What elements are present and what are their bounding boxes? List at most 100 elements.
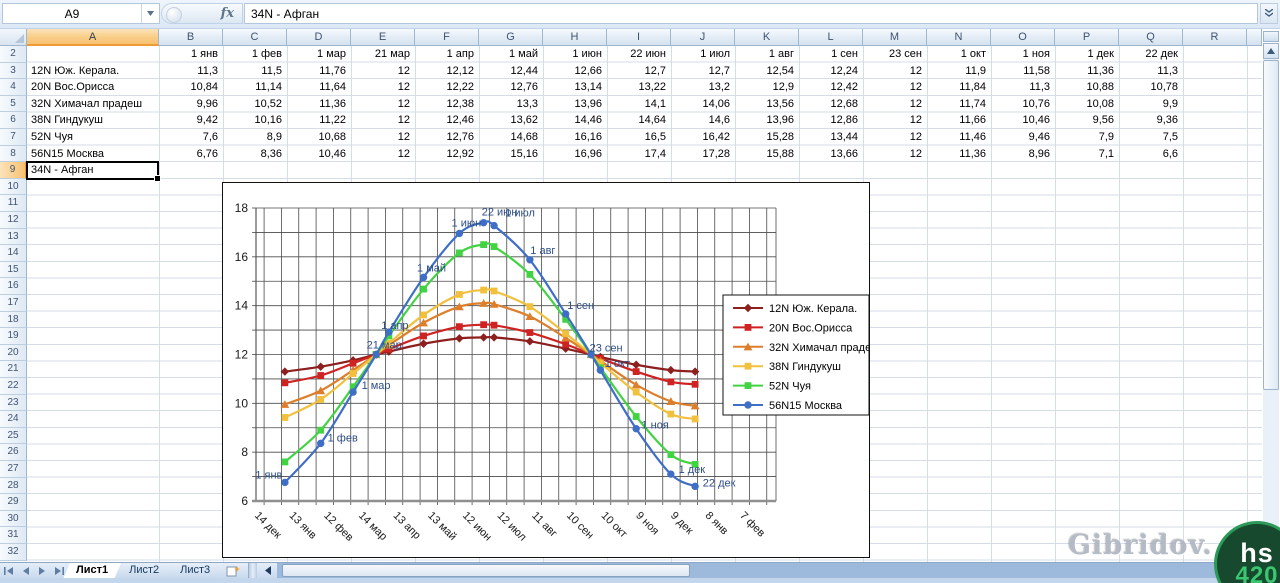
row-header-9[interactable]: 9 (0, 162, 27, 179)
column-header-P[interactable]: P (1055, 29, 1119, 46)
grid-cell[interactable]: 9,56 (1092, 114, 1114, 127)
row-header-29[interactable]: 29 (0, 494, 27, 511)
grid-cell[interactable]: 10,46 (318, 147, 346, 160)
grid-cell[interactable]: 10,16 (254, 114, 282, 127)
sheet-tab-Лист2[interactable]: Лист2 (116, 563, 172, 579)
grid-cell[interactable]: 12 (397, 81, 410, 94)
name-box[interactable]: A9 (2, 3, 160, 24)
grid-cell[interactable]: 10,88 (1086, 81, 1114, 94)
grid-cell[interactable]: 11,58 (1023, 64, 1050, 77)
h-scroll-thumb[interactable] (282, 564, 691, 577)
row-header-8[interactable]: 8 (0, 145, 27, 163)
row-header-11[interactable]: 11 (0, 195, 27, 212)
v-scroll-up-button[interactable] (1263, 43, 1279, 59)
grid-cell[interactable]: 23 сен (889, 48, 922, 60)
grid-cell[interactable]: 17,28 (702, 147, 730, 160)
grid-cell[interactable]: 21 мар (374, 48, 410, 60)
row-header-31[interactable]: 31 (0, 527, 27, 544)
row-header-19[interactable]: 19 (0, 328, 27, 345)
grid-cell[interactable]: 15,88 (766, 147, 794, 160)
grid-cell[interactable]: 12 (397, 64, 410, 77)
grid-cell[interactable]: 1 апр (446, 48, 474, 60)
selected-cell[interactable]: 34N - Афган (26, 161, 161, 182)
grid-cell[interactable]: 11,84 (959, 81, 986, 94)
name-box-dropdown[interactable] (141, 4, 159, 23)
row-header-7[interactable]: 7 (0, 129, 27, 146)
insert-function-button[interactable]: fx (161, 3, 243, 24)
expand-formula-bar-button[interactable] (1260, 3, 1278, 24)
grid-cell[interactable]: 10,78 (1150, 81, 1178, 94)
grid-cell[interactable]: 9,9 (1162, 97, 1178, 110)
tab-nav-last-button[interactable] (51, 563, 68, 578)
grid-cell[interactable]: 7,1 (1098, 147, 1114, 160)
column-header-D[interactable]: D (287, 29, 351, 46)
grid-cell[interactable]: 13,14 (574, 81, 602, 94)
grid-cell[interactable]: 12,12 (446, 64, 474, 77)
grid-cell[interactable]: 11,36 (319, 97, 346, 110)
tab-nav-first-button[interactable] (0, 563, 17, 578)
grid-cell[interactable]: 7,6 (202, 131, 218, 143)
grid-cell[interactable]: 56N15 Москва (31, 147, 105, 160)
grid-cell[interactable]: 7,5 (1162, 131, 1178, 143)
row-header-26[interactable]: 26 (0, 444, 27, 461)
grid-cell[interactable]: 12,68 (830, 97, 858, 110)
grid-cell[interactable]: 22 дек (1145, 48, 1178, 60)
grid-cell[interactable]: 12,46 (446, 114, 474, 127)
grid-cell[interactable]: 16,5 (644, 131, 666, 143)
grid-cell[interactable]: 52N Чуя (31, 131, 73, 143)
column-header-R[interactable]: R (1183, 29, 1247, 46)
column-header-J[interactable]: J (671, 29, 735, 46)
h-scroll-left-button[interactable] (257, 563, 277, 578)
grid-cell[interactable]: 6,6 (1162, 147, 1178, 160)
grid-cell[interactable]: 1 июн (572, 48, 602, 60)
grid-cell[interactable]: 10,68 (318, 131, 346, 143)
grid-cell[interactable]: 9,42 (196, 114, 218, 127)
row-header-2[interactable]: 2 (0, 46, 27, 63)
row-header-21[interactable]: 21 (0, 361, 27, 378)
grid-cell[interactable]: 38N Гиндукуш (31, 114, 103, 127)
grid-cell[interactable]: 11,5 (261, 64, 282, 77)
grid-cell[interactable]: 16,96 (574, 147, 602, 160)
column-header-Q[interactable]: Q (1119, 29, 1183, 46)
column-header-H[interactable]: H (543, 29, 607, 46)
grid-cell[interactable]: 11,3 (1029, 81, 1050, 94)
row-header-17[interactable]: 17 (0, 295, 27, 312)
grid-cell[interactable]: 12 (909, 97, 922, 110)
grid-cell[interactable]: 10,46 (1022, 114, 1050, 127)
grid-cell[interactable]: 12,76 (446, 131, 474, 143)
grid-cell[interactable]: 15,16 (510, 147, 538, 160)
grid-cell[interactable]: 14,1 (644, 97, 666, 110)
grid-cell[interactable]: 10,76 (1022, 97, 1050, 110)
grid-cell[interactable]: 11,36 (1087, 64, 1114, 77)
grid-cell[interactable]: 1 дек (1087, 48, 1114, 60)
grid-cell[interactable]: 12 (397, 114, 410, 127)
grid-cell[interactable]: 12 (397, 147, 410, 160)
column-header-E[interactable]: E (351, 29, 415, 46)
grid-cell[interactable]: 12,22 (446, 81, 474, 94)
v-split-handle[interactable] (1263, 31, 1279, 42)
grid-cell[interactable]: 15,28 (766, 131, 794, 143)
grid-cell[interactable]: 11,36 (959, 147, 986, 160)
grid-cell[interactable]: 14,06 (702, 97, 730, 110)
grid-cell[interactable]: 32N Химачал прадеш (31, 97, 143, 110)
grid-cell[interactable]: 17,4 (644, 147, 666, 160)
row-header-14[interactable]: 14 (0, 245, 27, 262)
fill-handle[interactable] (154, 174, 161, 182)
tab-split-handle[interactable] (248, 563, 258, 578)
grid-cell[interactable]: 12,86 (830, 114, 858, 127)
grid-cell[interactable]: 10,08 (1086, 97, 1114, 110)
grid-cell[interactable]: 12 (397, 131, 410, 143)
grid-cell[interactable]: 11,74 (959, 97, 986, 110)
grid-cell[interactable]: 13,2 (708, 81, 730, 94)
row-header-22[interactable]: 22 (0, 378, 27, 395)
column-header-I[interactable]: I (607, 29, 671, 46)
sheet-tab-Лист1[interactable]: Лист1 (63, 563, 121, 579)
row-header-13[interactable]: 13 (0, 228, 27, 246)
row-header-32[interactable]: 32 (0, 544, 27, 561)
grid-cell[interactable]: 11,3 (1157, 64, 1178, 77)
grid-cell[interactable]: 13,3 (516, 97, 538, 110)
column-header-K[interactable]: K (735, 29, 799, 46)
column-header-M[interactable]: M (863, 29, 927, 46)
grid-cell[interactable]: 11,14 (255, 81, 282, 94)
grid-cell[interactable]: 22 июн (630, 48, 666, 60)
